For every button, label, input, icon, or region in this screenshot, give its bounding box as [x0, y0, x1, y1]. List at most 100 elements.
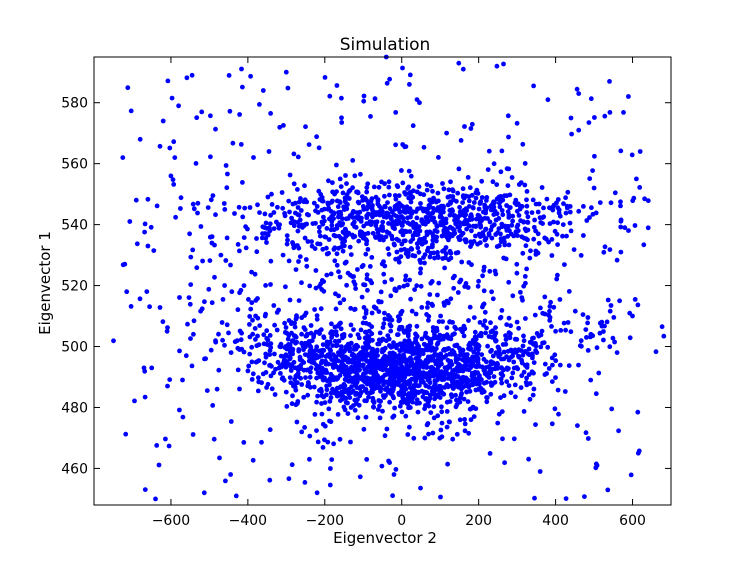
- data-point: [509, 375, 515, 381]
- data-point: [324, 245, 329, 251]
- data-point: [467, 304, 473, 310]
- data-point: [478, 234, 483, 240]
- data-point: [427, 254, 433, 260]
- data-point: [309, 239, 314, 245]
- data-point: [472, 372, 477, 377]
- data-point: [339, 389, 344, 395]
- data-point: [393, 110, 399, 115]
- data-point: [334, 251, 340, 257]
- data-point: [292, 377, 298, 382]
- data-point: [384, 80, 390, 86]
- data-point: [580, 312, 586, 317]
- data-point: [285, 85, 291, 91]
- data-point: [296, 259, 301, 264]
- data-point: [430, 188, 435, 194]
- data-point: [369, 310, 375, 316]
- data-point: [527, 381, 533, 386]
- data-point: [533, 228, 538, 234]
- data-point: [333, 329, 339, 335]
- data-point: [371, 380, 376, 386]
- data-point: [229, 289, 235, 295]
- data-point: [265, 194, 271, 200]
- data-point: [453, 356, 459, 362]
- data-point: [221, 201, 227, 206]
- data-point: [514, 319, 520, 325]
- data-point: [295, 205, 301, 210]
- data-point: [496, 194, 502, 200]
- data-point: [431, 354, 436, 360]
- data-point: [337, 176, 343, 182]
- data-point: [376, 184, 382, 190]
- data-point: [178, 206, 183, 211]
- data-point: [506, 166, 512, 172]
- data-point: [216, 367, 222, 373]
- data-point: [236, 204, 242, 210]
- data-point: [305, 380, 311, 385]
- data-point: [123, 431, 129, 437]
- data-point: [593, 461, 599, 467]
- x-tick-label: 600: [619, 513, 646, 529]
- data-point: [467, 185, 473, 191]
- data-point: [368, 222, 374, 228]
- data-point: [338, 209, 343, 215]
- data-point: [520, 343, 526, 349]
- data-point: [375, 407, 381, 412]
- data-point: [524, 203, 530, 209]
- data-point: [334, 162, 339, 168]
- data-point: [462, 417, 467, 422]
- data-point: [501, 393, 507, 399]
- data-point: [267, 333, 273, 338]
- data-point: [283, 389, 289, 395]
- data-point: [630, 313, 635, 319]
- data-point: [425, 206, 431, 211]
- data-point: [210, 403, 216, 408]
- data-point: [253, 313, 258, 319]
- data-point: [495, 420, 501, 426]
- data-point: [367, 377, 373, 383]
- data-point: [343, 199, 348, 205]
- data-point: [498, 314, 504, 320]
- data-point: [284, 346, 290, 352]
- data-point: [145, 243, 151, 249]
- data-point: [564, 233, 569, 239]
- data-point: [426, 376, 431, 382]
- data-point: [447, 399, 453, 404]
- data-point: [422, 435, 428, 441]
- data-point: [457, 345, 462, 351]
- data-point: [408, 214, 413, 220]
- data-point: [549, 253, 555, 258]
- data-point: [524, 210, 530, 215]
- data-point: [511, 436, 517, 442]
- data-point: [153, 496, 158, 502]
- data-point: [424, 187, 430, 193]
- data-point: [216, 331, 221, 337]
- data-point: [414, 215, 420, 221]
- y-tick-label: 580: [61, 96, 88, 112]
- data-point: [601, 329, 606, 334]
- data-point: [506, 279, 512, 285]
- data-point: [464, 389, 469, 395]
- data-point: [414, 283, 420, 289]
- data-point: [430, 237, 436, 243]
- data-point: [328, 348, 333, 354]
- data-point: [436, 364, 441, 369]
- data-point: [422, 389, 428, 395]
- data-point: [407, 404, 412, 410]
- data-point: [195, 200, 201, 206]
- data-point: [421, 192, 427, 198]
- data-point: [347, 244, 353, 250]
- data-point: [262, 313, 268, 319]
- data-point: [453, 373, 458, 379]
- data-point: [315, 393, 320, 399]
- data-point: [376, 383, 382, 389]
- data-point: [317, 229, 322, 235]
- data-point: [484, 195, 490, 200]
- data-point: [355, 199, 361, 205]
- data-point: [562, 389, 568, 394]
- data-point: [473, 195, 479, 201]
- data-point: [469, 228, 474, 234]
- data-point: [593, 391, 599, 397]
- data-point: [457, 352, 463, 358]
- data-point: [142, 487, 148, 492]
- data-point: [512, 382, 518, 388]
